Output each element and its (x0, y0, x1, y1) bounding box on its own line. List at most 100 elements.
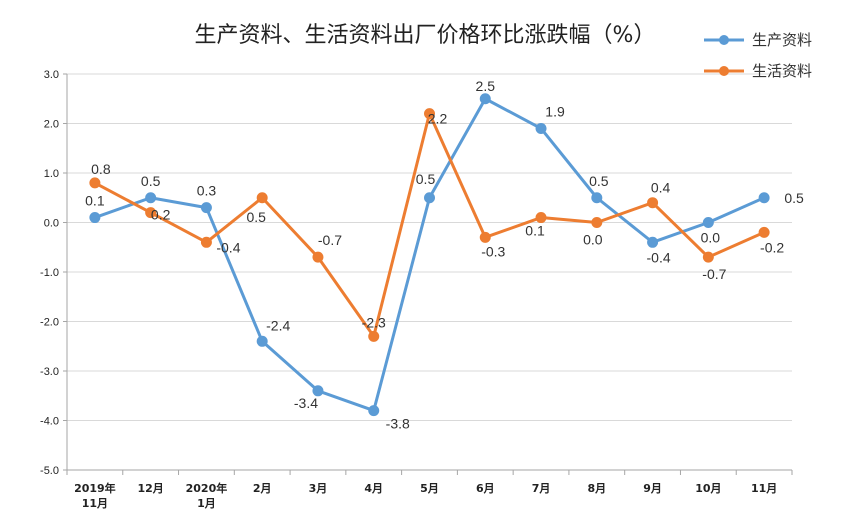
data-point (145, 207, 157, 219)
data-point (89, 212, 101, 224)
x-tick-label-line: 12月 (137, 482, 163, 495)
data-label: -0.3 (481, 243, 505, 259)
y-tick-label: -1.0 (40, 267, 59, 279)
data-label: -2.4 (266, 317, 290, 333)
data-label: -2.3 (362, 314, 386, 330)
data-label: 0.5 (784, 190, 804, 206)
legend-label: 生活资料 (752, 62, 812, 80)
data-point (200, 202, 212, 214)
data-label: 1.9 (545, 103, 565, 119)
data-point (89, 177, 101, 189)
grid-lines (67, 73, 792, 421)
data-point (591, 192, 603, 204)
x-tick-label-line: 8月 (587, 482, 606, 495)
data-point (145, 192, 157, 204)
data-point (424, 108, 435, 120)
data-label: 0.2 (151, 207, 171, 223)
data-point (368, 330, 380, 342)
data-label: 0.0 (583, 232, 603, 248)
data-label: -0.4 (216, 239, 240, 255)
x-tick-label-line: 2020年 (186, 481, 228, 495)
data-point (591, 217, 603, 228)
legend-marker (719, 66, 729, 76)
x-tick-label: 11月 (751, 482, 777, 495)
legend-item: 生活资料 (704, 62, 812, 80)
data-point (424, 192, 435, 204)
x-tick-label-line: 4月 (364, 482, 383, 495)
data-label: -3.4 (294, 395, 318, 411)
data-point (702, 217, 714, 228)
series-group: 0.1 0.5 0.3 -2.4 -3.4 -3.8 0.5 2.5 1.9 0.5 -0.4 0.0… (85, 78, 804, 432)
y-tick-label: 2.0 (44, 119, 59, 131)
legend-label: 生产资料 (752, 31, 812, 49)
data-point (256, 335, 268, 347)
x-tick-label-line: 6月 (476, 482, 495, 495)
data-point (479, 231, 491, 243)
x-axis: 2019年 11月 12月 2020年 1月 2月 3月 4月 5月 6月 7月 8月 9月 10月 11月 (66, 469, 793, 510)
x-tick-label-line: 11月 (751, 482, 777, 495)
x-tick-label: 6月 (476, 482, 495, 495)
y-tick-label: 1.0 (44, 168, 59, 180)
x-tick-label: 8月 (587, 482, 606, 495)
data-label: 0.5 (141, 173, 161, 189)
data-label: 0.0 (701, 230, 721, 246)
x-tick-label: 3月 (309, 482, 328, 495)
x-tick-label: 4月 (364, 482, 383, 495)
x-tick-label-line: 7月 (532, 482, 551, 495)
data-point (758, 226, 770, 238)
x-tick-label-line: 10月 (695, 482, 721, 495)
legend-item: 生产资料 (704, 31, 812, 49)
data-point (702, 251, 714, 263)
data-point (312, 385, 324, 397)
y-axis: 3.0 2.0 1.0 0.0 -1.0 -2.0 -3.0 -4.0 -5.0 (40, 69, 68, 477)
data-point (312, 251, 324, 263)
data-label: -0.2 (760, 239, 784, 255)
data-label: 0.1 (85, 193, 105, 209)
legend-marker (719, 35, 729, 45)
x-tick-label: 7月 (532, 482, 551, 495)
data-point (535, 212, 547, 224)
data-label: 0.5 (416, 171, 436, 187)
y-tick-label: -3.0 (40, 366, 59, 378)
y-tick-label: -2.0 (40, 317, 59, 329)
data-point (535, 122, 547, 134)
x-tick-label-line: 3月 (309, 482, 328, 495)
data-point (200, 236, 212, 248)
x-tick-label: 10月 (695, 482, 721, 495)
data-point (368, 405, 380, 417)
data-point (758, 192, 770, 204)
x-tick-label-line: 5月 (420, 482, 439, 495)
data-label: 0.3 (197, 183, 217, 199)
x-tick-label: 9月 (643, 482, 662, 495)
x-tick-label: 2019年 11月 (74, 481, 116, 510)
y-tick-label: 0.0 (44, 218, 59, 230)
data-label: 0.4 (651, 180, 671, 196)
data-label: 0.5 (589, 173, 609, 189)
data-point (256, 192, 268, 204)
y-tick-label: 3.0 (44, 69, 59, 81)
x-tick-label: 2020年 1月 (186, 481, 228, 510)
data-point (479, 93, 491, 105)
x-tick-label-line: 9月 (643, 482, 662, 495)
y-tick-label: -4.0 (40, 416, 59, 428)
data-label: -0.7 (702, 266, 726, 282)
data-point (647, 236, 659, 248)
x-tick-label-line: 1月 (197, 497, 216, 510)
chart-title: 生产资料、生活资料出厂价格环比涨跌幅（%） (195, 23, 656, 48)
data-point (647, 197, 659, 209)
x-tick-label-line: 11月 (82, 497, 108, 510)
x-tick-label: 12月 (137, 482, 163, 495)
data-label: 0.5 (246, 209, 266, 225)
data-label: 2.5 (476, 78, 496, 94)
data-labels-2: 0.8 0.2 -0.4 0.5 -0.7 -2.3 2.2 -0.3 0.1 0.0 0.4 -0.… (91, 111, 784, 331)
data-label: 0.8 (91, 161, 111, 177)
data-label: -0.7 (318, 232, 342, 248)
x-tick-label: 2月 (253, 482, 272, 495)
data-label: 2.2 (428, 111, 448, 127)
y-tick-label: -5.0 (40, 465, 59, 477)
x-tick-label: 5月 (420, 482, 439, 495)
series-1 (89, 93, 770, 417)
